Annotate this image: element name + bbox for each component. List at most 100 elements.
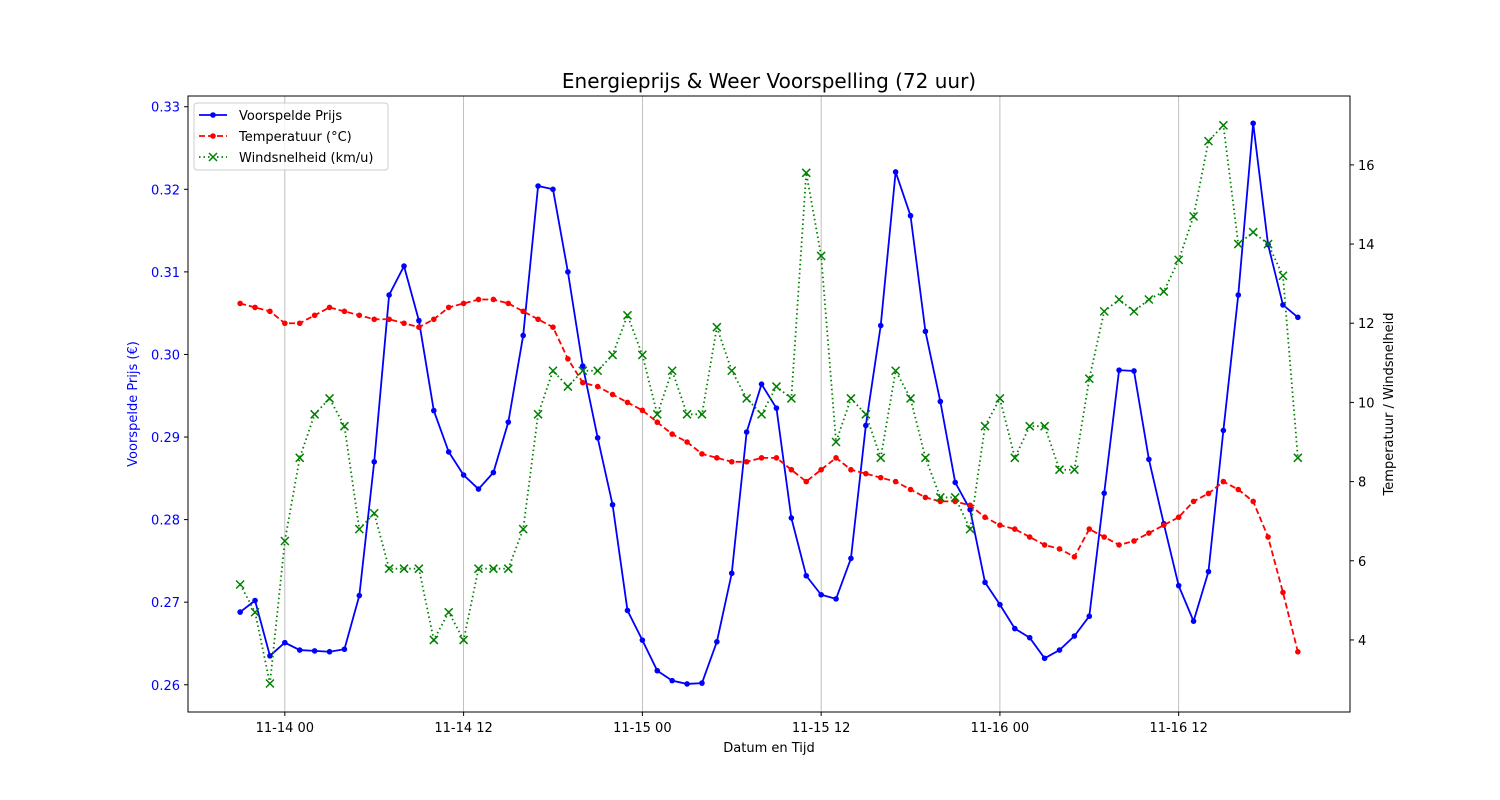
data-point	[1220, 427, 1227, 434]
data-point	[369, 508, 379, 518]
legend-label: Temperatuur (°C)	[238, 130, 352, 145]
data-point	[786, 393, 796, 403]
x-tick-label: 11-16 00	[971, 721, 1029, 736]
y-left-tick-label: 0.28	[151, 514, 180, 529]
x-marker-stroke	[891, 366, 901, 376]
data-point	[892, 478, 899, 485]
data-point	[296, 647, 303, 653]
data-point	[1099, 306, 1109, 316]
data-point	[399, 564, 409, 574]
data-point	[1159, 287, 1169, 297]
data-point	[1295, 649, 1301, 655]
data-point	[1116, 542, 1122, 548]
data-point	[950, 492, 960, 502]
data-point	[1144, 294, 1154, 305]
data-point	[624, 399, 631, 406]
x-marker-stroke	[339, 421, 349, 431]
data-point	[1160, 522, 1167, 528]
data-point	[1248, 227, 1258, 237]
data-point	[1293, 453, 1303, 463]
x-marker-stroke	[980, 421, 990, 431]
data-point	[1190, 618, 1197, 624]
data-point	[1084, 374, 1094, 384]
data-point	[876, 453, 886, 463]
data-point	[863, 470, 869, 477]
x-marker-stroke	[1278, 271, 1288, 281]
data-point	[728, 570, 735, 577]
x-marker-stroke	[742, 393, 752, 403]
legend-marker	[210, 112, 216, 118]
y-left-tick-label: 0.31	[151, 266, 180, 281]
data-point	[937, 398, 944, 405]
data-point	[935, 492, 945, 502]
x-marker-stroke	[310, 409, 320, 419]
y-left-tick-label: 0.30	[151, 348, 180, 363]
data-point	[609, 501, 616, 508]
data-point	[250, 607, 260, 617]
data-point	[907, 486, 914, 493]
data-point	[475, 486, 482, 492]
data-point	[758, 381, 765, 387]
x-marker-stroke	[1025, 421, 1035, 431]
data-point	[579, 363, 586, 369]
data-point	[1218, 120, 1228, 130]
data-point	[1174, 255, 1184, 265]
data-point	[758, 455, 765, 461]
data-point	[416, 317, 422, 324]
y-right-tick-label: 16	[1358, 159, 1375, 174]
data-point	[1040, 421, 1050, 431]
x-marker-stroke	[1233, 239, 1243, 249]
data-point	[505, 300, 512, 307]
data-point	[848, 555, 854, 562]
x-marker-stroke	[548, 366, 558, 376]
data-point	[282, 639, 288, 646]
x-marker-stroke	[1203, 136, 1214, 146]
data-point	[252, 304, 258, 311]
data-point	[728, 458, 735, 465]
x-marker-stroke	[208, 152, 218, 162]
data-point	[235, 579, 245, 590]
x-marker-stroke	[488, 564, 498, 574]
x-tick-label: 11-14 12	[434, 721, 492, 736]
data-point	[982, 514, 988, 521]
data-point	[803, 572, 810, 579]
x-marker-stroke	[1144, 294, 1154, 305]
data-point	[1012, 526, 1018, 532]
data-point	[550, 186, 556, 193]
data-point	[684, 439, 690, 445]
x-tick-label: 11-14 00	[256, 721, 314, 736]
x-marker-stroke	[473, 564, 484, 574]
x-marker-stroke	[1084, 374, 1094, 384]
data-point	[1054, 465, 1065, 475]
data-point	[639, 637, 646, 643]
data-point	[1041, 655, 1048, 662]
x-marker-stroke	[1159, 287, 1169, 297]
x-axis: 11-14 00 11-14 12 11-15 00 11-15 12 11-16 00…	[256, 712, 1208, 736]
data-point	[356, 312, 363, 319]
data-point	[341, 646, 348, 653]
data-point	[339, 421, 349, 431]
data-point	[563, 382, 573, 392]
x-marker-stroke	[429, 635, 439, 645]
data-point	[1280, 302, 1286, 308]
data-point	[877, 474, 884, 481]
data-point	[639, 407, 646, 414]
data-point	[995, 393, 1005, 403]
x-marker-stroke	[876, 453, 886, 463]
legend-marker	[210, 133, 216, 139]
data-point	[1265, 534, 1271, 540]
data-point	[1131, 368, 1137, 374]
data-point	[594, 383, 601, 390]
data-point	[1250, 498, 1256, 505]
data-point	[907, 212, 914, 219]
data-point	[1101, 534, 1107, 540]
data-point	[712, 322, 722, 332]
data-point	[788, 466, 795, 473]
data-point	[341, 308, 348, 315]
x-grid	[284, 96, 1180, 712]
data-point	[697, 409, 707, 419]
x-marker-stroke	[965, 524, 975, 534]
data-point	[608, 350, 618, 360]
data-point	[654, 667, 661, 674]
data-point	[565, 269, 571, 275]
